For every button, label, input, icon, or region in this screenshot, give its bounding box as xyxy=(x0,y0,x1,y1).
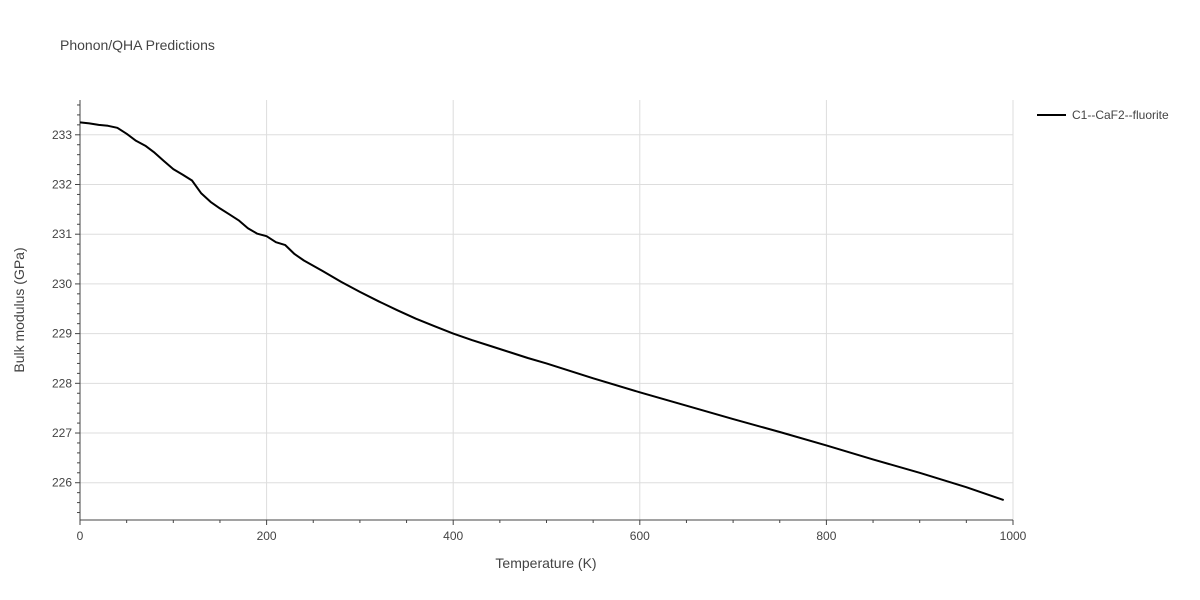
y-tick-label: 231 xyxy=(52,227,72,241)
grid xyxy=(80,100,1014,520)
chart-title: Phonon/QHA Predictions xyxy=(60,37,215,53)
legend[interactable]: C1--CaF2--fluorite xyxy=(1037,108,1169,122)
y-tick-label: 226 xyxy=(52,476,72,490)
y-tick-label: 229 xyxy=(52,327,72,341)
x-tick-label: 800 xyxy=(816,529,836,543)
axes xyxy=(75,100,1014,525)
x-tick-label: 600 xyxy=(630,529,650,543)
x-tick-label: 0 xyxy=(77,529,84,543)
y-tick-label: 233 xyxy=(52,128,72,142)
x-tick-label: 1000 xyxy=(1000,529,1027,543)
x-tick-label: 400 xyxy=(443,529,463,543)
x-tick-label: 200 xyxy=(257,529,277,543)
legend-entry-label[interactable]: C1--CaF2--fluorite xyxy=(1072,108,1169,122)
series-layer xyxy=(79,121,1005,502)
x-axis-label: Temperature (K) xyxy=(495,555,596,571)
tick-labels: 0 200 400 600 800 1000 226 227 228 229 230 231 232 23… xyxy=(52,128,1027,543)
y-tick-label: 230 xyxy=(52,277,72,291)
y-tick-label: 228 xyxy=(52,376,72,390)
series-line xyxy=(79,121,1005,502)
y-axis-label: Bulk modulus (GPa) xyxy=(11,247,27,372)
y-tick-label: 232 xyxy=(52,177,72,191)
y-tick-label: 227 xyxy=(52,426,72,440)
